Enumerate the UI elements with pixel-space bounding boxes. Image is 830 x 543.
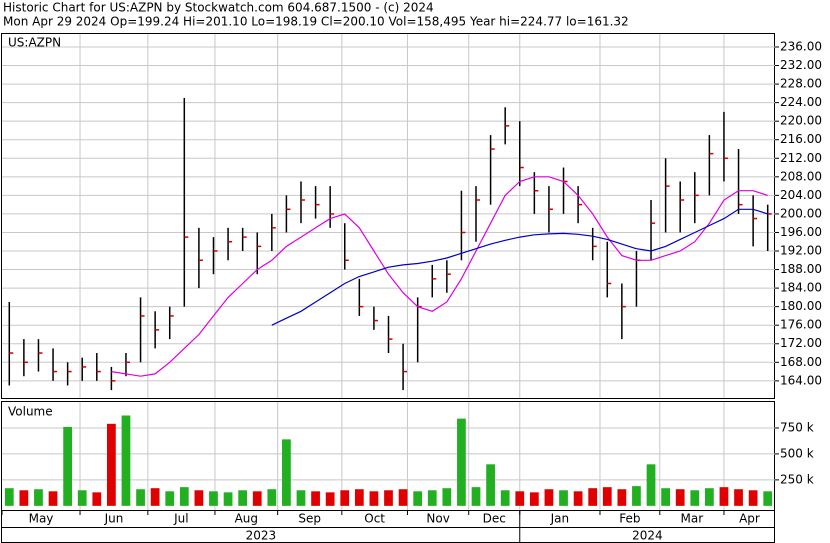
volume-bar: [544, 489, 554, 506]
volume-bar: [282, 439, 291, 506]
volume-bar: [704, 488, 714, 506]
volume-bar: [77, 490, 87, 506]
volume-bar: [325, 492, 335, 506]
volume-bar: [763, 491, 773, 506]
volume-bar: [223, 492, 233, 506]
volume-bar: [252, 491, 262, 506]
x-tick-label: Nov: [426, 512, 449, 526]
volume-bar: [63, 426, 73, 506]
symbol-label: US:AZPN: [8, 36, 61, 50]
volume-bar: [311, 491, 320, 506]
y-tick-label: 208.00: [780, 169, 822, 183]
volume-bar: [384, 490, 393, 506]
volume-tick-label: 750 k: [780, 420, 814, 434]
volume-bar: [719, 487, 729, 506]
y-tick-label: 192.00: [780, 244, 822, 258]
volume-bar: [238, 490, 248, 506]
volume-bar: [588, 488, 598, 506]
volume-bar: [661, 488, 670, 506]
x-tick-label: Feb: [619, 512, 640, 526]
volume-bar: [602, 487, 612, 506]
volume-label: Volume: [8, 405, 53, 419]
volume-bar: [471, 487, 481, 506]
x-tick-label: Jun: [104, 512, 124, 526]
y-tick-label: 176.00: [780, 318, 822, 332]
volume-bar: [194, 490, 204, 506]
y-tick-label: 220.00: [780, 114, 822, 128]
y-tick-label: 184.00: [780, 281, 822, 295]
y-tick-label: 180.00: [780, 299, 822, 313]
volume-bar: [107, 423, 116, 506]
volume-bar: [617, 489, 627, 506]
volume-bar: [179, 487, 189, 506]
volume-bar: [632, 486, 641, 506]
volume-bar: [690, 490, 700, 506]
moving-average-line: [111, 176, 768, 377]
y-tick-label: 224.00: [780, 95, 822, 109]
volume-bar: [515, 491, 525, 506]
volume-bar: [92, 492, 102, 506]
chart-subtitle: Mon Apr 29 2024 Op=199.24 Hi=201.10 Lo=1…: [3, 15, 629, 29]
x-tick-label: Aug: [235, 512, 258, 526]
x-tick-label: May: [29, 512, 54, 526]
y-tick-label: 228.00: [780, 77, 822, 91]
volume-bar: [369, 491, 379, 506]
volume-bar: [267, 489, 277, 506]
moving-average-line: [271, 208, 768, 326]
volume-bar: [573, 491, 583, 506]
volume-bar: [646, 464, 656, 506]
year-label: 2023: [246, 529, 277, 543]
volume-bar: [734, 489, 743, 506]
volume-bar: [48, 491, 58, 506]
y-tick-label: 232.00: [780, 58, 822, 72]
volume-bar: [486, 464, 495, 506]
volume-bar: [121, 415, 131, 506]
y-tick-label: 196.00: [780, 225, 822, 239]
volume-bar: [34, 489, 43, 506]
chart-title: Historic Chart for US:AZPN by Stockwatch…: [3, 1, 434, 15]
volume-bar: [136, 489, 145, 506]
y-tick-label: 168.00: [780, 355, 822, 369]
y-tick-label: 172.00: [780, 336, 822, 350]
volume-bar: [442, 488, 452, 506]
volume-bar: [457, 418, 466, 506]
volume-bar: [500, 490, 510, 506]
year-label: 2024: [632, 529, 663, 543]
y-tick-label: 212.00: [780, 151, 822, 165]
price-frame: [1, 33, 775, 399]
y-tick-label: 164.00: [780, 373, 822, 387]
volume-bar: [748, 490, 758, 506]
y-tick-label: 200.00: [780, 206, 822, 220]
volume-tick-label: 500 k: [780, 446, 814, 460]
volume-bar: [4, 488, 14, 506]
y-tick-label: 188.00: [780, 262, 822, 276]
volume-bar: [340, 490, 350, 506]
volume-tick-label: 250 k: [780, 472, 814, 486]
volume-bar: [354, 489, 364, 506]
volume-bar: [675, 489, 685, 506]
volume-bar: [150, 488, 160, 506]
x-tick-label: Mar: [681, 512, 704, 526]
y-tick-label: 216.00: [780, 132, 822, 146]
x-tick-label: Jul: [173, 512, 188, 526]
x-tick-label: Dec: [483, 512, 506, 526]
volume-bar: [209, 491, 218, 506]
volume-bar: [398, 489, 408, 506]
volume-bar: [529, 492, 539, 506]
x-tick-label: Jan: [550, 512, 570, 526]
volume-bar: [427, 490, 437, 506]
volume-bar: [19, 490, 29, 506]
x-tick-label: Apr: [739, 512, 760, 526]
volume-bar: [559, 490, 568, 506]
x-tick-label: Oct: [364, 512, 385, 526]
volume-bar: [165, 491, 175, 506]
volume-bar: [413, 491, 423, 506]
x-tick-label: Sep: [298, 512, 321, 526]
y-tick-label: 204.00: [780, 188, 822, 202]
volume-bar: [296, 490, 306, 506]
y-tick-label: 236.00: [780, 39, 822, 53]
